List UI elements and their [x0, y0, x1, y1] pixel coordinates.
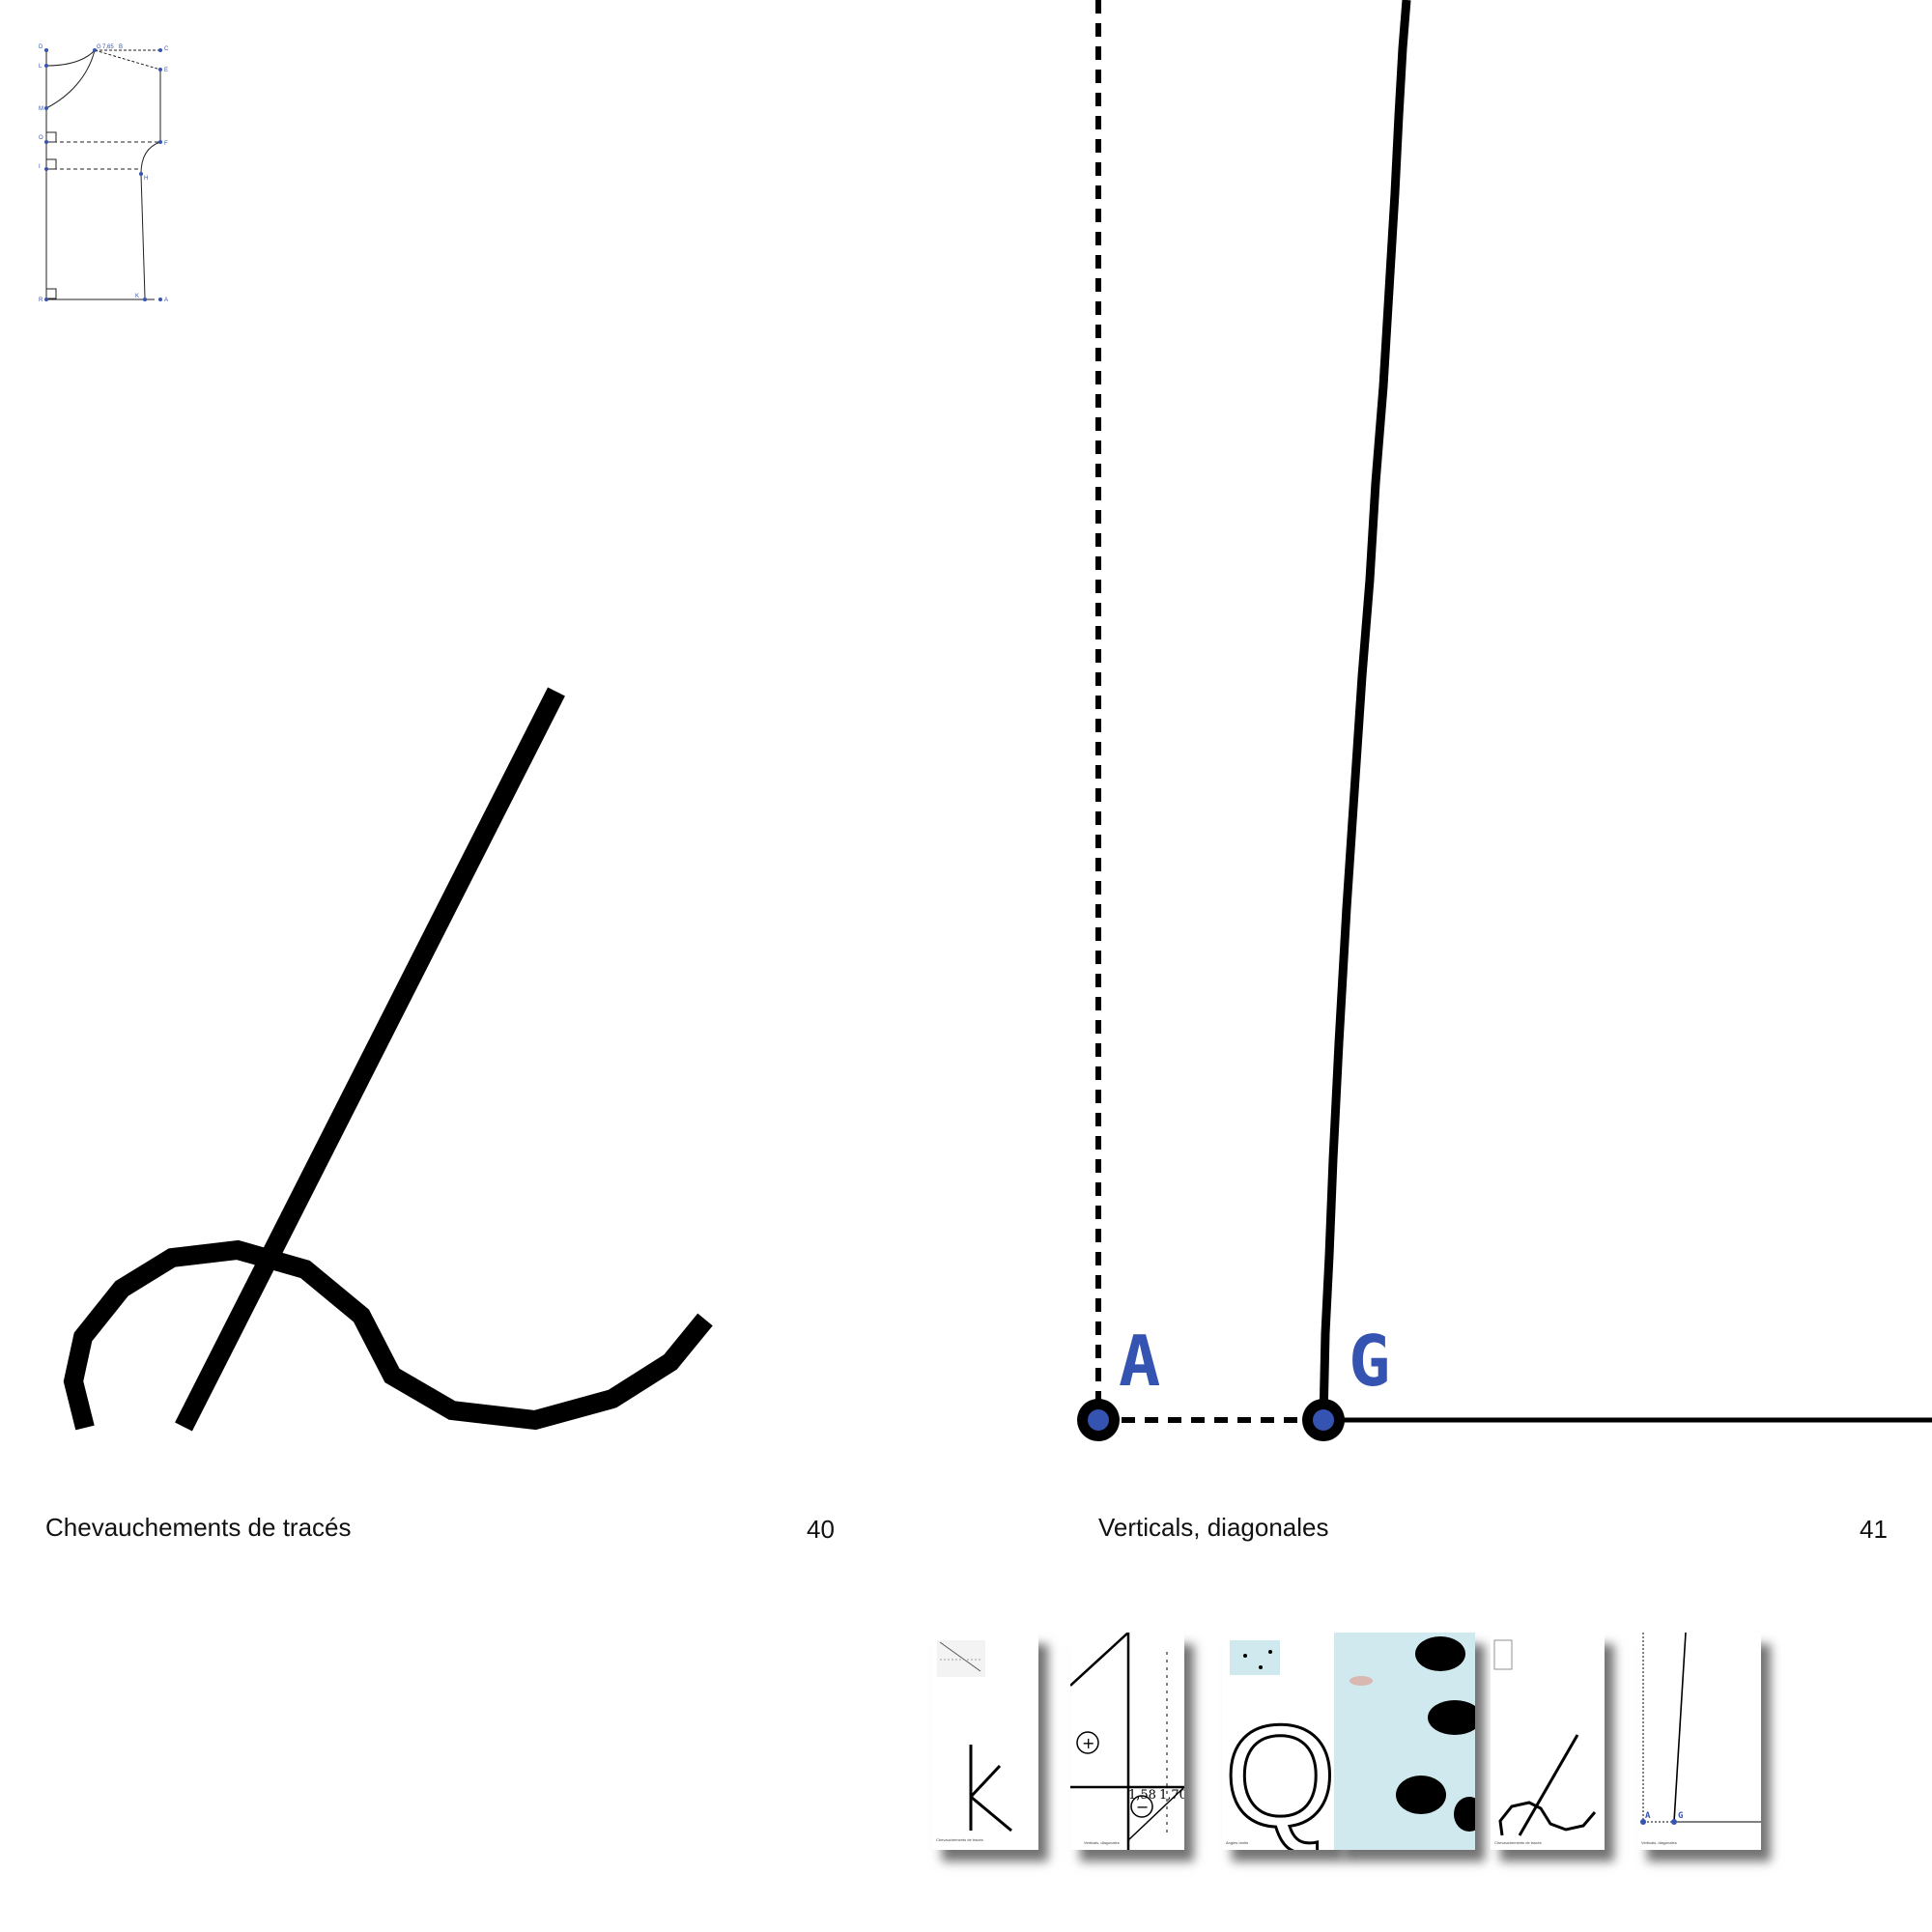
pattern-label: O	[39, 135, 43, 141]
point-label-a: A	[1119, 1321, 1160, 1402]
verticals-diagonals-drawing: A G	[1077, 0, 1932, 1441]
pattern-measure: 7,65	[102, 44, 114, 50]
thumbnail-measure: 1,58	[1128, 1788, 1156, 1803]
pattern-label: H	[144, 176, 148, 182]
thumbnail-caption: Angles droits	[1226, 1840, 1249, 1845]
thumbnail-spread-3b[interactable]	[1334, 1633, 1475, 1850]
thumbnail-sign-minus: −	[1136, 1798, 1149, 1816]
thumbnail-spread-4b[interactable]: A G Verticals, diagonales	[1637, 1633, 1761, 1850]
right-page-caption: Verticals, diagonales	[1098, 1513, 1329, 1542]
left-page-caption: Chevauchements de tracés	[45, 1513, 352, 1542]
point-a	[1077, 1399, 1120, 1441]
thumbnail-caption: Chevauchements de tracés	[1494, 1840, 1542, 1845]
pattern-label: C	[164, 46, 169, 52]
thumbnail-caption: Chevauchements de tracés	[936, 1837, 983, 1842]
diagonal-line	[1319, 0, 1411, 1421]
pattern-label: A	[164, 298, 168, 303]
pattern-diagram: D C B L M O E F I H R A K G 7,65	[39, 44, 169, 303]
loop-stroke	[63, 1239, 713, 1431]
pattern-label: B	[119, 44, 123, 50]
point-label-g: G	[1349, 1321, 1390, 1402]
thumbnail-spread-1[interactable]: Chevauchements de tracés	[932, 1633, 1038, 1850]
thumbnail-sign-plus: +	[1082, 1734, 1094, 1752]
right-page-number: 41	[1860, 1515, 1888, 1544]
pattern-label: G	[97, 44, 101, 50]
thumbnail-spread-2[interactable]: + − 1,58 1,70 Verticals, diagonales	[1070, 1633, 1184, 1850]
pattern-label: M	[39, 106, 43, 112]
thumbnail-caption: Verticals, diagonales	[1641, 1840, 1677, 1845]
thumbnail-label-a: A	[1645, 1811, 1651, 1821]
pattern-label: F	[164, 141, 168, 147]
pattern-label: E	[164, 68, 168, 73]
pattern-label: L	[39, 64, 43, 70]
overlapping-strokes-drawing	[63, 687, 713, 1432]
diagonal-stroke	[175, 687, 565, 1432]
pattern-label: R	[39, 298, 43, 303]
point-g	[1302, 1399, 1345, 1441]
pattern-label: D	[39, 44, 43, 50]
thumbnail-label-g: G	[1678, 1811, 1683, 1821]
pattern-label: I	[39, 164, 41, 170]
thumbnail-strip[interactable]: Chevauchements de tracés + − 1,58 1,70 V…	[932, 1633, 1879, 1864]
thumbnail-spread-4a[interactable]: Chevauchements de tracés	[1491, 1633, 1605, 1850]
thumbnail-spread-3a[interactable]: Q Angles droits	[1222, 1633, 1334, 1850]
pattern-label: K	[135, 294, 139, 299]
left-page-number: 40	[807, 1515, 835, 1544]
thumbnail-caption: Verticals, diagonales	[1084, 1840, 1120, 1845]
thumbnail-measure: 1,70	[1159, 1788, 1184, 1803]
thumbnail-glyph-q: Q	[1224, 1694, 1334, 1850]
